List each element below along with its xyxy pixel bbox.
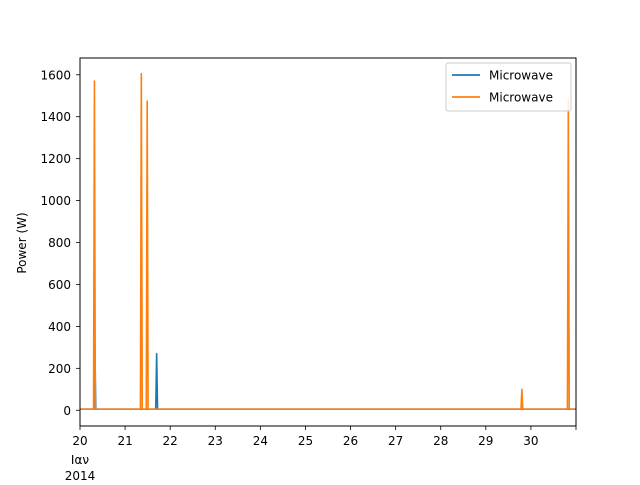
y-tick-label: 1400 xyxy=(40,110,71,124)
x-axis-sublabel: Ιαν xyxy=(71,453,89,467)
x-tick-label: 20 xyxy=(72,434,87,448)
y-tick-label: 600 xyxy=(48,278,71,292)
y-tick-label: 1200 xyxy=(40,152,71,166)
y-tick-label: 800 xyxy=(48,236,71,250)
legend-label: Microwave xyxy=(489,91,553,105)
x-tick-label: 26 xyxy=(343,434,358,448)
x-tick-label: 27 xyxy=(388,434,403,448)
y-tick-label: 1000 xyxy=(40,194,71,208)
x-tick-label: 23 xyxy=(208,434,223,448)
y-tick-label: 0 xyxy=(63,404,71,418)
series-line-2 xyxy=(80,72,576,411)
x-tick-label: 21 xyxy=(117,434,132,448)
plot-area: 20 21 22 23 24 25 26 27 28 29 30 Ιαν 2014 0 200 400 600 8… xyxy=(40,57,577,483)
x-tick-label: 28 xyxy=(433,434,448,448)
x-tick-label: 25 xyxy=(298,434,313,448)
legend: Microwave Microwave xyxy=(445,62,572,112)
x-tick-label: 30 xyxy=(523,434,538,448)
y-tick-label: 200 xyxy=(48,362,71,376)
x-axis-sublabel: 2014 xyxy=(65,469,96,480)
y-axis-label: Power (W) xyxy=(15,212,29,273)
y-tick-label: 1600 xyxy=(40,68,71,82)
x-tick-label: 24 xyxy=(253,434,268,448)
axes-frame xyxy=(79,57,577,427)
legend-label: Microwave xyxy=(489,69,553,83)
x-tick-label: 22 xyxy=(163,434,178,448)
series-group xyxy=(80,72,576,411)
y-tick-label: 400 xyxy=(48,320,71,334)
x-tick-label: 29 xyxy=(478,434,493,448)
